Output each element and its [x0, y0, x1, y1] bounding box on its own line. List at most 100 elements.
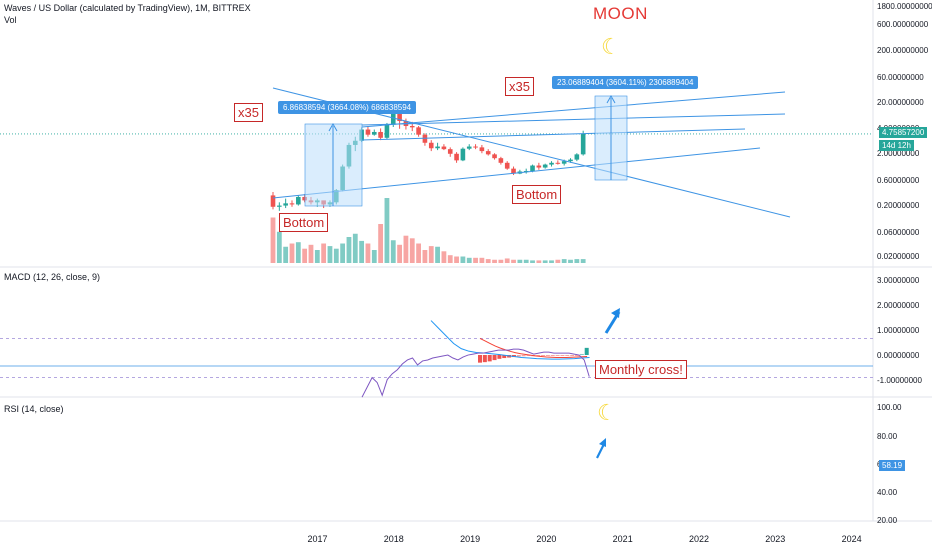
macd-hist-bar	[492, 355, 497, 361]
macd-hist-bar	[565, 355, 570, 356]
candle-body	[454, 153, 459, 161]
volume-bar	[270, 217, 276, 263]
volume-bar	[314, 250, 320, 263]
volume-bar	[561, 259, 567, 263]
macd-hist-bar	[526, 355, 531, 357]
candle-body	[365, 129, 371, 135]
volume-legend[interactable]: Vol	[4, 15, 17, 25]
volume-bar	[485, 259, 491, 263]
volume-bar	[428, 246, 434, 263]
macd-hist-bar	[545, 355, 550, 356]
countdown-tag: 14d 12h	[879, 140, 914, 151]
volume-bar	[365, 243, 371, 263]
volume-bar	[555, 259, 561, 263]
volume-bar	[542, 260, 548, 263]
candle-body	[536, 165, 542, 168]
volume-bar	[504, 258, 510, 263]
last-price-tag: 4.75857200	[879, 127, 928, 138]
candle-body	[523, 170, 529, 172]
volume-bar	[574, 259, 580, 263]
candle-body	[416, 127, 421, 135]
candle-body	[561, 161, 567, 164]
macd-hist-bar	[555, 355, 560, 356]
macd-hist-bar	[536, 355, 541, 357]
candle-body	[549, 162, 554, 165]
volume-bar	[384, 198, 390, 263]
candle-body	[460, 148, 466, 161]
candle-body	[428, 142, 434, 149]
candle-body	[283, 203, 288, 206]
rsi-line	[361, 348, 590, 398]
rsi-title[interactable]: RSI (14, close)	[4, 404, 64, 414]
macd-hist-bar	[560, 355, 565, 356]
volume-bar	[340, 243, 346, 263]
macd-up-arrowhead	[611, 308, 620, 318]
volume-bar	[441, 251, 447, 263]
x35-label-right: x35	[505, 77, 534, 96]
drawings	[272, 87, 791, 459]
volume-bar	[466, 257, 472, 263]
symbol-title[interactable]: Waves / US Dollar (calculated by Trading…	[4, 3, 251, 13]
rsi-up-arrowhead	[599, 438, 606, 447]
time-tick-label: 2023	[765, 534, 785, 544]
time-tick-label: 2020	[536, 534, 556, 544]
candle-body	[555, 162, 561, 164]
grid	[0, 0, 932, 522]
candle-body	[422, 134, 428, 143]
candle-body	[384, 124, 390, 138]
candle-body	[492, 154, 497, 159]
resistance-line	[361, 113, 786, 126]
price-tick-label: 0.60000000	[877, 176, 920, 185]
macd-hist-bar	[584, 347, 589, 355]
volume-bar	[283, 246, 289, 263]
resistance-line	[361, 91, 786, 128]
rsi-tick-label: 100.00	[877, 403, 902, 412]
candle-body	[511, 168, 516, 174]
moon-label: MOON	[593, 4, 648, 23]
volume-bar	[308, 244, 314, 263]
volume-bar	[479, 257, 485, 263]
price-tick-label: 0.06000000	[877, 228, 920, 237]
macd-hist-bar	[482, 355, 487, 363]
time-tick-label: 2018	[384, 534, 404, 544]
candle-body	[530, 165, 535, 171]
volume-bar	[511, 259, 516, 263]
candle-body	[302, 196, 307, 201]
x35-label-left: x35	[234, 103, 263, 122]
macd-hist-bar	[521, 355, 526, 357]
volume-bar	[359, 240, 365, 263]
time-tick-label: 2021	[613, 534, 633, 544]
candle-body	[568, 159, 573, 162]
candle-body	[435, 146, 440, 149]
measure-callout-right: 23.06889404 (3604.11%) 2306889404	[552, 76, 699, 89]
volume-bar	[276, 231, 282, 263]
volume-bar	[498, 259, 504, 263]
volume-bar	[568, 259, 573, 263]
candle-body	[498, 158, 504, 163]
volume-bar	[295, 242, 301, 263]
volume-bar	[416, 243, 421, 263]
bottom-label-left: Bottom	[279, 213, 329, 232]
candle-body	[277, 205, 282, 207]
macd-hist-bar	[575, 355, 579, 356]
volume-bar	[352, 233, 358, 263]
volume-bar	[346, 237, 352, 263]
candle-body	[479, 147, 485, 152]
monthly-cross-label: Monthly cross!	[595, 360, 687, 379]
volume-bar	[492, 259, 497, 263]
candle-body	[466, 146, 472, 149]
volume-bar	[549, 260, 554, 263]
candle-body	[504, 162, 510, 169]
volume-bar	[378, 224, 384, 263]
macd-tick-label: 1.00000000	[877, 326, 920, 335]
volume-bar	[409, 238, 415, 263]
macd-title[interactable]: MACD (12, 26, close, 9)	[4, 272, 101, 282]
price-tick-label: 60.00000000	[877, 73, 924, 82]
measure-callout-left: 6.86838594 (3664.08%) 686838594	[278, 101, 417, 114]
time-tick-label: 2022	[689, 534, 709, 544]
macd-hist-bar	[516, 355, 521, 357]
rsi-tick-label: 20.00	[877, 516, 898, 525]
macd-signal-line	[479, 337, 588, 359]
price-tick-label: 20.00000000	[877, 98, 924, 107]
candle-body	[473, 146, 478, 148]
